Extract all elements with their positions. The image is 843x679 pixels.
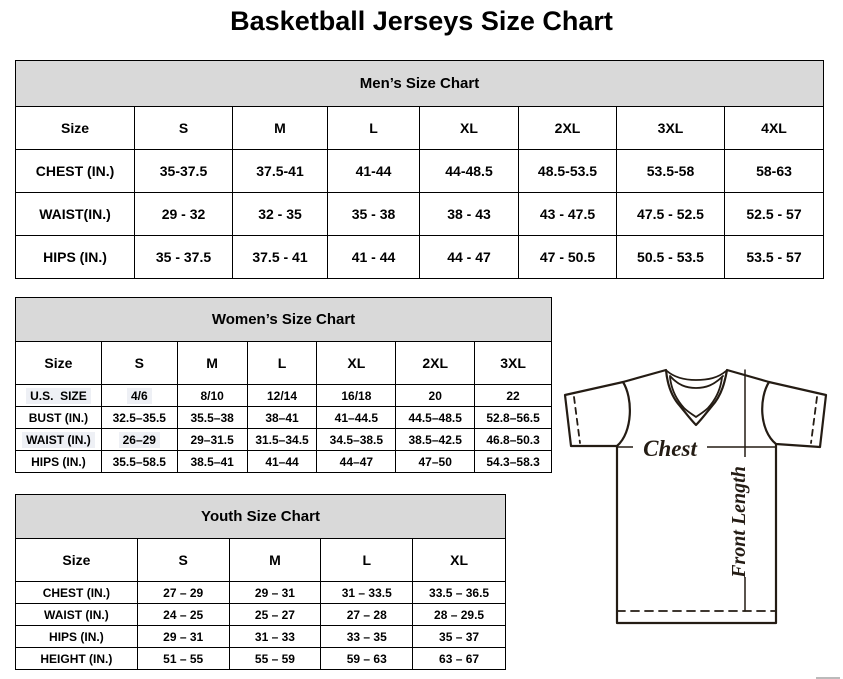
- svg-text:Front Length: Front Length: [728, 466, 750, 579]
- svg-text:Chest: Chest: [643, 436, 697, 461]
